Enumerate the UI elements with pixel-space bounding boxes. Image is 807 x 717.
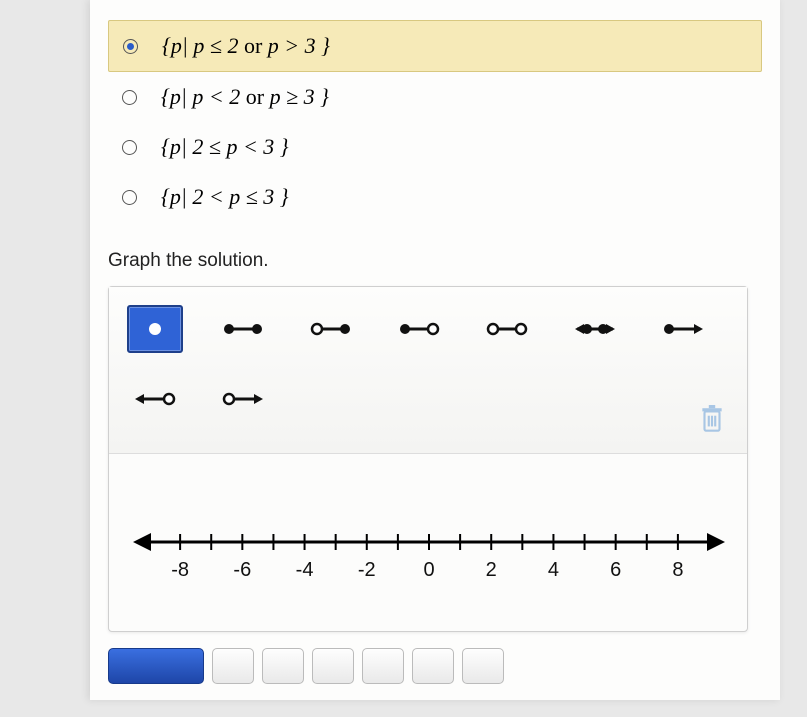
tool-segment-open-closed[interactable] [303, 305, 359, 353]
option-expression: {p| 2 < p ≤ 3 } [161, 184, 289, 210]
option-1[interactable]: {p| p < 2 or p ≥ 3 } [108, 72, 762, 122]
tool-segment-closed-closed[interactable] [215, 305, 271, 353]
answer-options: {p| p ≤ 2 or p > 3 } {p| p < 2 or p ≥ 3 }… [108, 20, 762, 222]
svg-text:-4: -4 [296, 559, 314, 581]
tool-line-closed-closed[interactable] [567, 305, 623, 353]
numberline[interactable]: -8 -6 -4 -2 0 2 4 6 8 [131, 502, 727, 592]
tool-palette [109, 287, 747, 454]
tool-row-2 [127, 375, 729, 423]
action-buttons [108, 648, 762, 684]
tool-row-1 [127, 305, 729, 353]
svg-text:6: 6 [610, 559, 621, 581]
primary-button[interactable] [108, 648, 204, 684]
svg-text:-6: -6 [233, 559, 251, 581]
button-6[interactable] [412, 648, 454, 684]
button-4[interactable] [312, 648, 354, 684]
graph-panel: -8 -6 -4 -2 0 2 4 6 8 [108, 286, 748, 632]
option-3[interactable]: {p| 2 < p ≤ 3 } [108, 172, 762, 222]
svg-text:2: 2 [486, 559, 497, 581]
tool-segment-open-open[interactable] [479, 305, 535, 353]
question-page: {p| p ≤ 2 or p > 3 } {p| p < 2 or p ≥ 3 }… [90, 0, 780, 700]
option-expression: {p| p ≤ 2 or p > 3 } [162, 33, 330, 59]
svg-text:-2: -2 [358, 559, 376, 581]
svg-text:-8: -8 [171, 559, 189, 581]
tool-ray-right-open[interactable] [215, 375, 271, 423]
button-2[interactable] [212, 648, 254, 684]
radio-icon[interactable] [122, 190, 137, 205]
tool-ray-right-closed[interactable] [655, 305, 711, 353]
radio-icon[interactable] [123, 39, 138, 54]
option-2[interactable]: {p| 2 ≤ p < 3 } [108, 122, 762, 172]
svg-text:8: 8 [672, 559, 683, 581]
button-5[interactable] [362, 648, 404, 684]
button-7[interactable] [462, 648, 504, 684]
option-expression: {p| p < 2 or p ≥ 3 } [161, 84, 329, 110]
svg-text:4: 4 [548, 559, 559, 581]
numberline-area[interactable]: -8 -6 -4 -2 0 2 4 6 8 [109, 454, 747, 631]
trash-icon[interactable] [699, 405, 725, 435]
tool-segment-closed-open[interactable] [391, 305, 447, 353]
tool-ray-left-open[interactable] [127, 375, 183, 423]
radio-icon[interactable] [122, 140, 137, 155]
option-expression: {p| 2 ≤ p < 3 } [161, 134, 289, 160]
radio-icon[interactable] [122, 90, 137, 105]
tool-point-closed[interactable] [127, 305, 183, 353]
graph-prompt: Graph the solution. [108, 250, 762, 272]
svg-text:0: 0 [423, 559, 434, 581]
option-0[interactable]: {p| p ≤ 2 or p > 3 } [108, 20, 762, 72]
button-3[interactable] [262, 648, 304, 684]
